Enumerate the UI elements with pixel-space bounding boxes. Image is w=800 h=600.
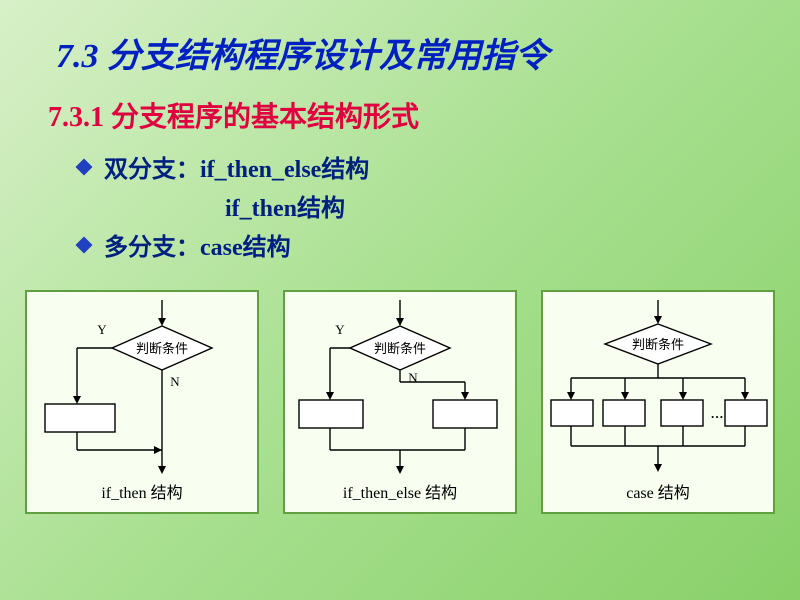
bullet-2: 多分支： case结构 <box>78 227 800 262</box>
caption-1: if_then 结构 <box>101 484 182 502</box>
panel-case: 判断条件 … <box>541 290 775 514</box>
bullet-1-en: if_then_else结构 <box>200 149 369 184</box>
bullet-2-cn: 多分支： <box>104 227 200 262</box>
sub-title: 7.3.1 分支程序的基本结构形式 <box>0 77 800 135</box>
caption-2: if_then_else 结构 <box>343 484 457 502</box>
bullet-list: 双分支： if_then_else结构 if_then结构 多分支： case结… <box>0 135 800 262</box>
cond-label: 判断条件 <box>136 341 188 356</box>
bullet-1-line2: if_then结构 <box>78 188 800 223</box>
main-title: 7.3 分支结构程序设计及常用指令 <box>0 0 800 77</box>
flowchart-if-then: 判断条件 Y N if_then 结构 <box>27 292 257 512</box>
flowchart-if-then-else: 判断条件 Y N if_then_else 结构 <box>285 292 515 512</box>
bullet-1: 双分支： if_then_else结构 <box>78 149 800 184</box>
bullet-icon <box>76 158 93 175</box>
panel-if-then: 判断条件 Y N if_then 结构 <box>25 290 259 514</box>
y-label: Y <box>335 322 345 337</box>
cond-label: 判断条件 <box>632 337 684 352</box>
dots-label: … <box>711 406 724 421</box>
cond-label: 判断条件 <box>374 341 426 356</box>
flowchart-case: 判断条件 … <box>543 292 773 512</box>
bullet-2-en: case结构 <box>200 227 291 262</box>
y-label: Y <box>97 322 107 337</box>
n-label: N <box>170 374 180 389</box>
diagram-row: 判断条件 Y N if_then 结构 <box>0 266 800 514</box>
panel-if-then-else: 判断条件 Y N if_then_else 结构 <box>283 290 517 514</box>
n-label: N <box>408 370 418 385</box>
caption-3: case 结构 <box>626 484 690 502</box>
bullet-icon <box>76 236 93 253</box>
bullet-1-cn: 双分支： <box>104 149 200 184</box>
